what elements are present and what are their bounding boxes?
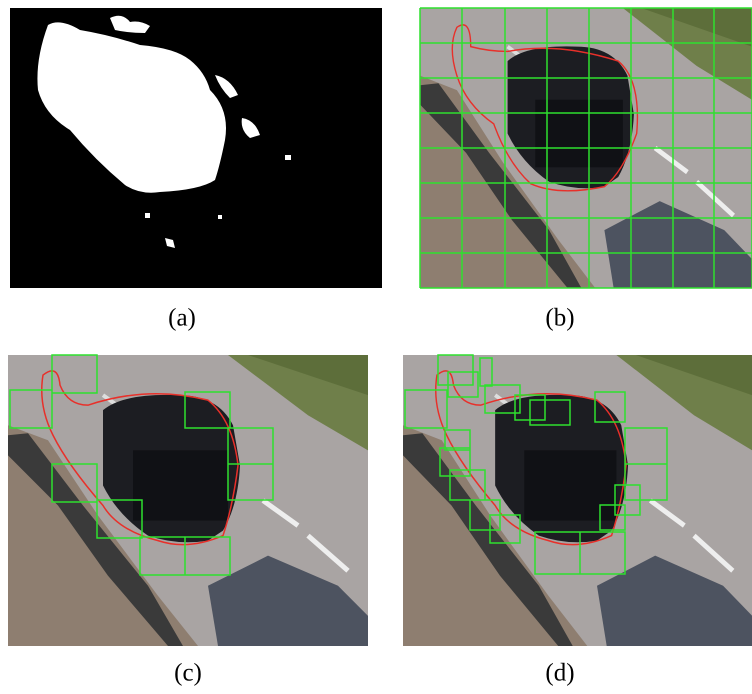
scene-image: [8, 355, 368, 646]
scene: [8, 355, 368, 646]
figure: (a) (b) (c) (d): [0, 0, 752, 694]
panel-label: (a): [168, 305, 196, 332]
panel-label: (c): [174, 660, 202, 687]
panel-label: (d): [545, 660, 574, 687]
panel-label: (b): [545, 305, 574, 332]
